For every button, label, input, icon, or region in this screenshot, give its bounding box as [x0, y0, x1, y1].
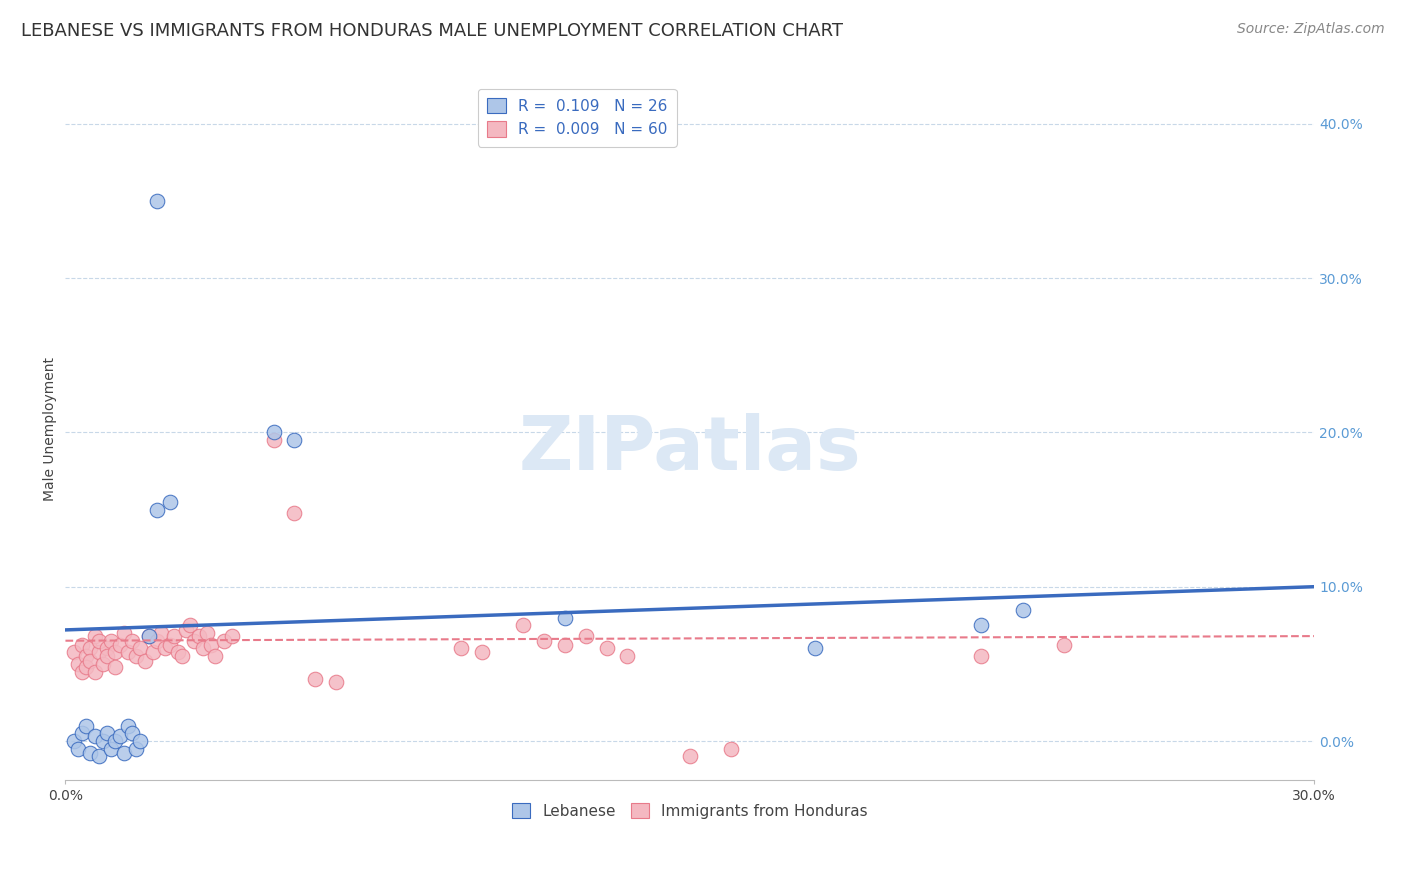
Point [83, 665, 105, 679]
Point [129, 641, 152, 656]
Point [79, 641, 101, 656]
Point [79, 747, 101, 761]
Point [450, 641, 472, 656]
Point [283, 433, 305, 447]
Point [108, 730, 131, 744]
Point [263, 433, 285, 447]
Point [595, 641, 617, 656]
Point [125, 649, 148, 664]
Point [129, 734, 152, 748]
Point [87, 749, 110, 764]
Point [174, 623, 197, 637]
Point [70, 665, 93, 679]
Point [1053, 638, 1076, 652]
Point [187, 629, 209, 643]
Point [195, 626, 218, 640]
Point [204, 649, 226, 664]
Point [83, 629, 105, 643]
Point [62, 734, 84, 748]
Point [179, 618, 201, 632]
Point [575, 629, 598, 643]
Point [970, 618, 993, 632]
Text: LEBANESE VS IMMIGRANTS FROM HONDURAS MALE UNEMPLOYMENT CORRELATION CHART: LEBANESE VS IMMIGRANTS FROM HONDURAS MAL… [21, 22, 844, 40]
Point [138, 629, 160, 643]
Point [970, 649, 993, 664]
Point [91, 734, 114, 748]
Point [146, 633, 169, 648]
Point [263, 425, 285, 440]
Point [104, 660, 127, 674]
Point [70, 638, 93, 652]
Point [121, 633, 143, 648]
Point [96, 641, 118, 656]
Point [533, 633, 555, 648]
Point [96, 726, 118, 740]
Point [66, 657, 89, 671]
Point [66, 741, 89, 756]
Point [104, 644, 127, 658]
Point [159, 638, 181, 652]
Point [87, 633, 110, 648]
Point [75, 718, 97, 732]
Point [159, 495, 181, 509]
Point [155, 641, 177, 656]
Point [221, 629, 243, 643]
Point [62, 644, 84, 658]
Point [117, 718, 139, 732]
Point [75, 660, 97, 674]
Point [191, 641, 214, 656]
Point [100, 633, 122, 648]
Point [138, 629, 160, 643]
Point [183, 633, 205, 648]
Point [91, 657, 114, 671]
Point [163, 629, 186, 643]
Point [146, 502, 169, 516]
Point [304, 673, 326, 687]
Point [117, 644, 139, 658]
Text: Source: ZipAtlas.com: Source: ZipAtlas.com [1237, 22, 1385, 37]
Point [554, 610, 576, 624]
Point [112, 747, 135, 761]
Legend: Lebanese, Immigrants from Honduras: Lebanese, Immigrants from Honduras [505, 797, 875, 824]
Point [108, 638, 131, 652]
Point [125, 741, 148, 756]
Point [720, 741, 742, 756]
Point [166, 644, 188, 658]
Point [75, 649, 97, 664]
Point [283, 506, 305, 520]
Point [121, 726, 143, 740]
Point [146, 194, 169, 208]
Point [200, 638, 222, 652]
Point [616, 649, 638, 664]
Point [471, 644, 494, 658]
Point [212, 633, 235, 648]
Point [96, 649, 118, 664]
Point [87, 644, 110, 658]
Point [112, 626, 135, 640]
Point [150, 626, 173, 640]
Point [104, 734, 127, 748]
Point [325, 675, 347, 690]
Point [100, 741, 122, 756]
Y-axis label: Male Unemployment: Male Unemployment [44, 357, 58, 500]
Point [512, 618, 534, 632]
Point [679, 749, 702, 764]
Point [83, 730, 105, 744]
Point [803, 641, 825, 656]
Point [142, 644, 165, 658]
Point [79, 654, 101, 668]
Point [70, 726, 93, 740]
Point [1011, 603, 1033, 617]
Point [170, 649, 193, 664]
Point [554, 638, 576, 652]
Text: ZIPatlas: ZIPatlas [519, 413, 860, 486]
Point [134, 654, 156, 668]
